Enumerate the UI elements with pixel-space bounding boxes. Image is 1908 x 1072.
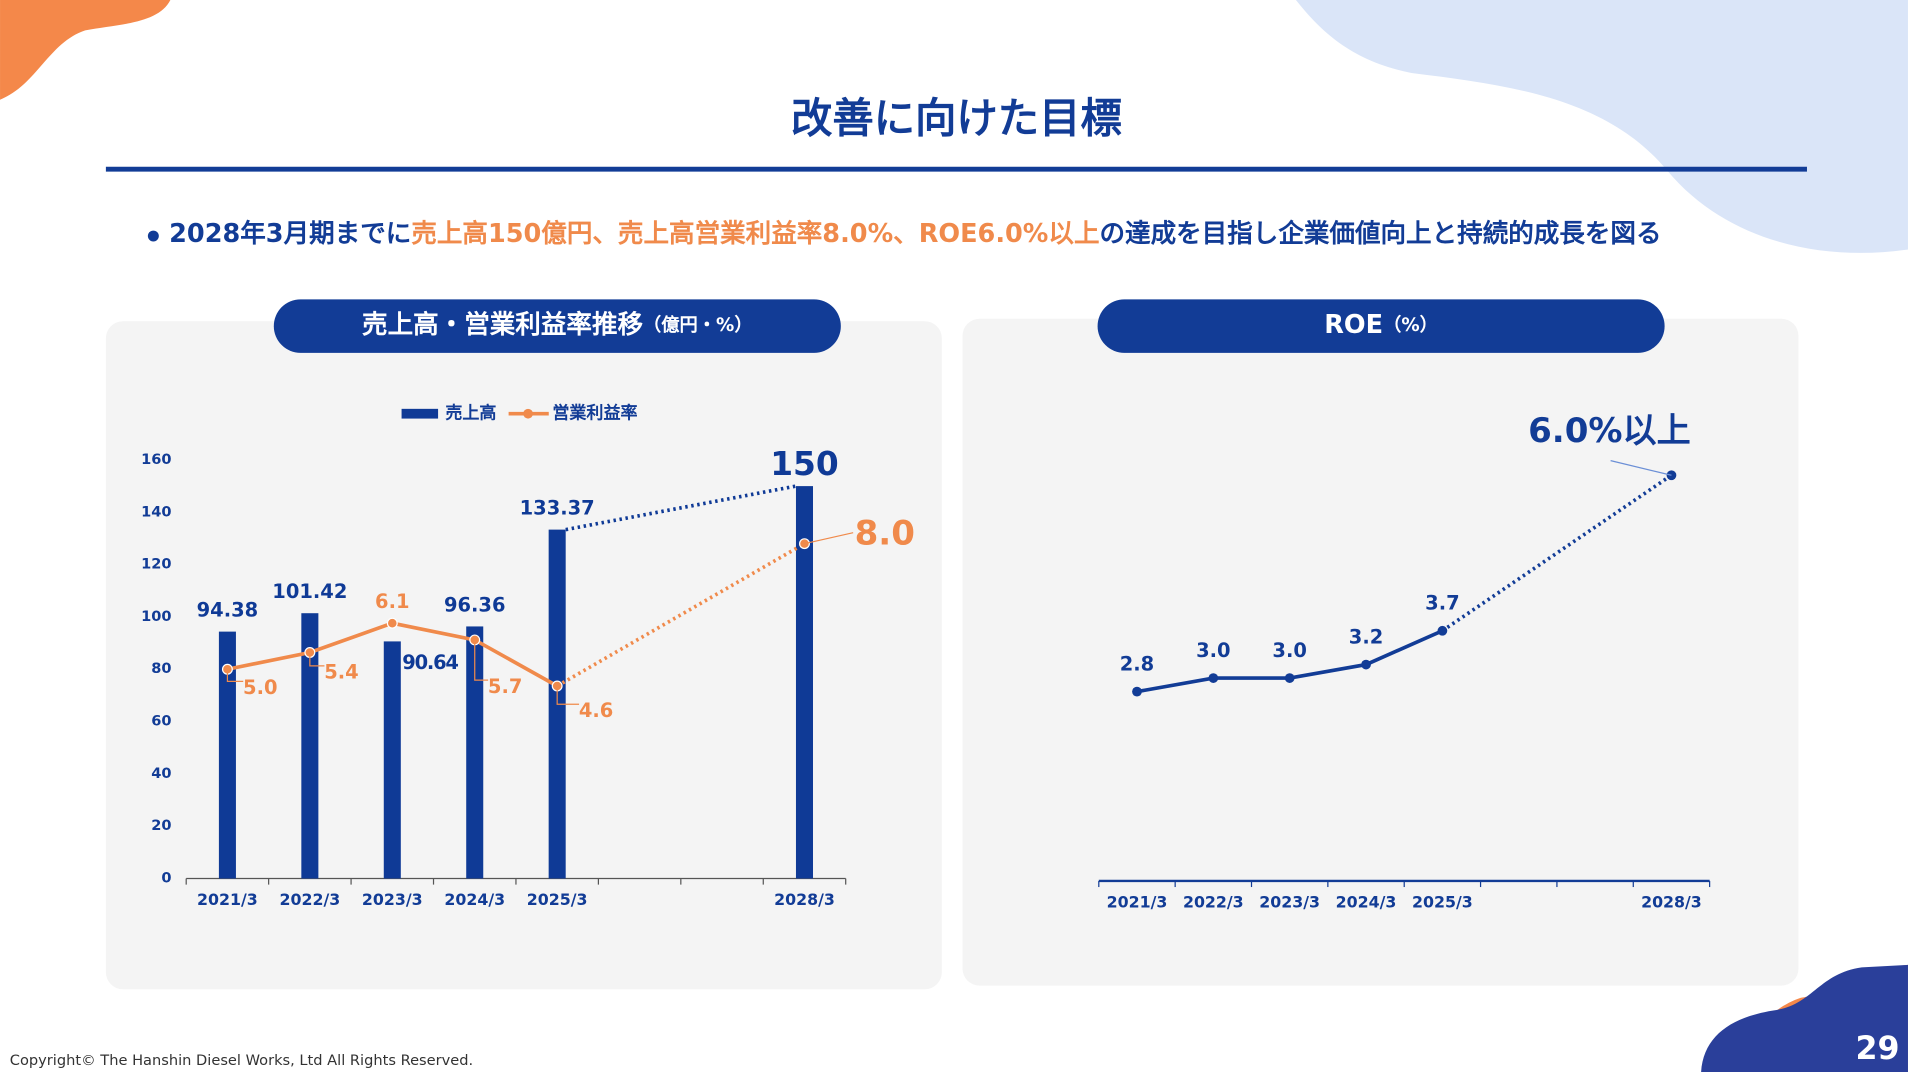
line-value-label: 5.4 — [324, 661, 358, 684]
point — [386, 617, 398, 629]
x-tick-label: 2023/3 — [1259, 892, 1320, 911]
bullet-dot — [147, 230, 159, 242]
panel-title: 売上高・営業利益率推移（億円・%） — [362, 310, 753, 340]
projection-line — [565, 484, 797, 532]
y-tick-label: 60 — [151, 713, 171, 730]
y-tick-label: 0 — [161, 870, 171, 887]
bar-value-label: 96.36 — [444, 593, 506, 616]
x-tick-label: 2024/3 — [444, 890, 505, 909]
projection-line — [556, 542, 806, 688]
x-tick-label: 2028/3 — [774, 890, 835, 909]
page-number: 29 — [1856, 1031, 1900, 1067]
point — [1132, 686, 1142, 697]
panel-header — [273, 299, 841, 353]
bar-value-label: 90.64 — [402, 651, 458, 674]
line-value-label: 5.0 — [243, 676, 277, 699]
bullet-part: の達成を目指し企業価値向上と持続的成長を図る — [1100, 219, 1662, 249]
decor-blob — [0, 0, 171, 100]
x-tick-label: 2021/3 — [197, 890, 258, 909]
bar — [383, 641, 401, 879]
bullet-part: 売上高150億円、売上高営業利益率8.0%、ROE6.0%以上 — [411, 219, 1099, 249]
line-value-label: 4.6 — [579, 699, 613, 722]
point — [1284, 673, 1295, 683]
bar — [795, 486, 814, 879]
legend-swatch — [401, 408, 439, 419]
point — [1361, 659, 1371, 670]
line-value-label: 5.7 — [488, 675, 522, 698]
x-tick-label: 2021/3 — [1107, 892, 1168, 911]
x-tick-label: 2028/3 — [1641, 892, 1702, 911]
bar-value-label: 150 — [770, 445, 839, 483]
x-tick-label: 2025/3 — [1412, 892, 1473, 911]
y-tick-label: 80 — [151, 660, 171, 677]
leader-line — [309, 652, 325, 667]
bullet-part: 2028年3月期までに — [169, 219, 411, 249]
leader-line — [804, 532, 854, 545]
line-value-label: 3.2 — [1349, 625, 1383, 648]
line-value-label: 6.0%以上 — [1528, 411, 1691, 451]
legend-label: 売上高 — [445, 403, 496, 424]
line-value-label: 8.0 — [855, 514, 915, 554]
line-value-label: 2.8 — [1120, 652, 1154, 675]
bar-value-label: 94.38 — [197, 598, 259, 621]
line-value-label: 3.0 — [1272, 639, 1306, 662]
y-tick-label: 160 — [141, 451, 171, 468]
panel-title: ROE（%） — [1324, 310, 1438, 340]
x-tick-label: 2025/3 — [527, 890, 588, 909]
legend-label: 営業利益率 — [552, 403, 637, 424]
line-value-label: 6.1 — [375, 590, 409, 613]
bar — [218, 631, 236, 879]
point — [1208, 673, 1219, 683]
panel-header — [1097, 299, 1665, 353]
y-tick-label: 120 — [141, 556, 171, 573]
slide-title: 改善に向けた目標 — [791, 95, 1122, 143]
leader-line — [226, 669, 244, 683]
y-tick-label: 20 — [151, 817, 171, 834]
x-tick-label: 2022/3 — [279, 890, 340, 909]
bar-value-label: 133.37 — [520, 496, 595, 519]
chart-subtitle: （%） — [1383, 315, 1438, 336]
panel — [962, 318, 1799, 986]
copyright: Copyright© The Hanshin Diesel Works, Ltd… — [10, 1052, 473, 1069]
x-tick-label: 2024/3 — [1336, 892, 1397, 911]
y-tick-label: 100 — [141, 608, 171, 625]
decor-blob — [1295, 0, 1908, 253]
decor-blob — [1701, 964, 1908, 1072]
bar-value-label: 101.42 — [272, 580, 347, 603]
x-tick-label: 2022/3 — [1183, 892, 1244, 911]
y-tick-label: 140 — [141, 503, 171, 520]
chart-subtitle: （億円・%） — [643, 314, 753, 336]
line-value-label: 3.7 — [1425, 592, 1459, 615]
leader-line — [474, 639, 489, 681]
line-value-label: 3.0 — [1196, 639, 1230, 662]
bullet-text: 2028年3月期までに売上高150億円、売上高営業利益率8.0%、ROE6.0%… — [169, 219, 1661, 249]
bar — [301, 613, 319, 879]
bar — [466, 626, 484, 879]
leader-line — [556, 685, 580, 705]
chart-title: ROE — [1324, 310, 1383, 340]
x-tick-label: 2023/3 — [362, 890, 423, 909]
leader-line — [1610, 460, 1672, 476]
y-tick-label: 40 — [151, 765, 171, 782]
chart-title: 売上高・営業利益率推移 — [362, 310, 643, 340]
point — [1437, 625, 1448, 636]
legend-swatch — [523, 408, 533, 419]
